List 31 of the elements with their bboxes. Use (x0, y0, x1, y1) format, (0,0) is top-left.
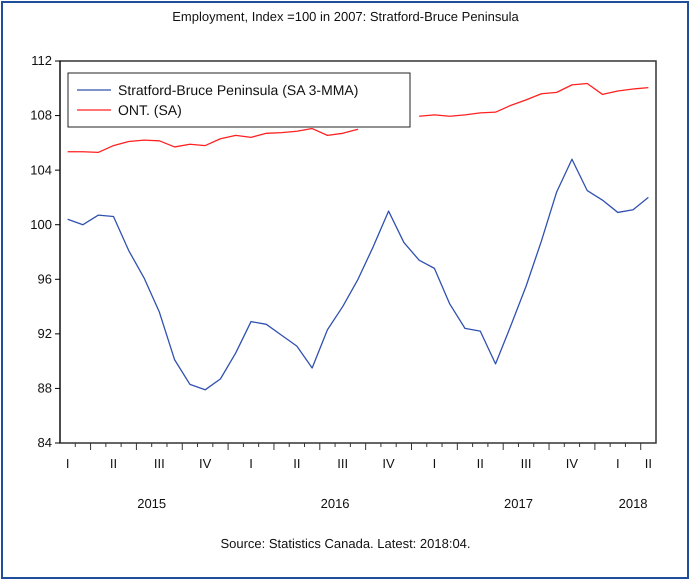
y-tick-label: 104 (30, 162, 52, 178)
chart-title: Employment, Index =100 in 2007: Stratford-Bruce Peninsula (172, 9, 520, 24)
y-tick-label: 88 (38, 380, 52, 396)
x-tick-label: II (110, 456, 118, 472)
legend-label: ONT. (SA) (118, 102, 182, 118)
x-tick-label: I (616, 456, 620, 472)
x-tick-label: III (154, 456, 165, 472)
y-tick-label: 100 (30, 216, 52, 232)
x-tick-label: I (66, 456, 70, 472)
text: 2018 (618, 496, 648, 511)
source-note: Source: Statistics Canada. Latest: 2018:04. (220, 536, 471, 551)
x-tick-label: II (644, 456, 652, 472)
x-tick-label: IV (199, 456, 212, 472)
y-tick-label: 92 (38, 326, 52, 342)
x-tick-label: IV (566, 456, 578, 472)
line-series (66, 158, 650, 390)
x-tick-label: I (432, 456, 436, 472)
x-tick-label: I (249, 456, 253, 472)
x-tick-label: II (476, 456, 484, 472)
y-tick-label: 96 (38, 271, 52, 286)
text: 2015 (137, 496, 166, 511)
text: 2016 (320, 496, 350, 511)
legend-label: Stratford-Bruce Peninsula (SA 3-MMA) (118, 82, 358, 98)
x-tick-label: II (293, 456, 300, 472)
y-tick-label: 112 (31, 53, 52, 68)
x-tick-label: III (520, 456, 532, 472)
x-tick-label: III (337, 456, 348, 472)
y-tick-label: 108 (30, 108, 52, 123)
x-tick-label: IV (382, 456, 396, 472)
y-tick-label: 84 (38, 435, 52, 450)
text: 2017 (504, 496, 533, 511)
